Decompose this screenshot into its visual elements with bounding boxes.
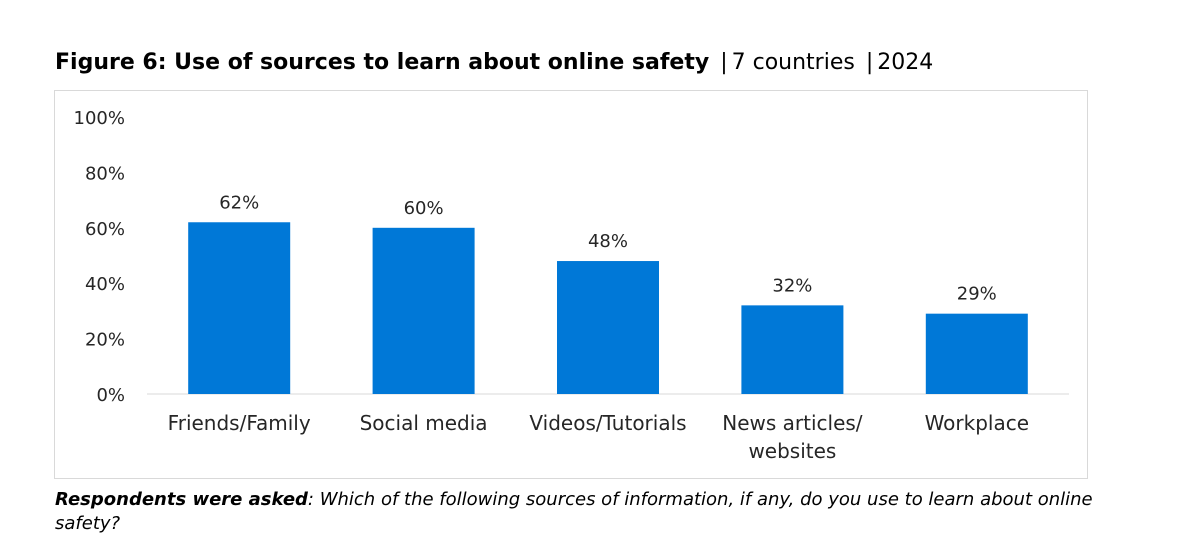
- bar: [925, 313, 1028, 394]
- y-tick-label: 80%: [85, 163, 125, 184]
- chart-container: 0% 20% 40% 60% 80% 100% 62% Friends/Family 60% So…: [54, 90, 1088, 479]
- x-tick-label: Videos/Tutorials: [529, 411, 686, 435]
- chart-title-year: 2024: [877, 50, 934, 75]
- y-tick-label: 100%: [74, 108, 125, 129]
- data-label: 29%: [957, 284, 997, 305]
- x-tick-label-line: Social media: [360, 411, 488, 435]
- data-label: 32%: [772, 275, 812, 296]
- chart-title-scope: 7 countries: [731, 50, 855, 75]
- x-tick-label: Social media: [360, 411, 488, 435]
- chart-footnote: Respondents were asked: Which of the fol…: [55, 488, 1135, 536]
- x-tick-label: Friends/Family: [168, 411, 311, 435]
- y-tick-label: 0%: [96, 385, 125, 406]
- y-tick-label: 20%: [85, 330, 125, 351]
- footnote-question: : Which of the following sources of info…: [55, 489, 1093, 534]
- x-tick-label: News articles/websites: [722, 411, 863, 463]
- chart-title-main: Figure 6: Use of sources to learn about …: [55, 50, 710, 75]
- x-tick-label: Workplace: [925, 411, 1029, 435]
- y-tick-label: 40%: [85, 274, 125, 295]
- bar: [372, 227, 475, 394]
- bar-chart: 0% 20% 40% 60% 80% 100% 62% Friends/Family 60% So…: [74, 108, 1069, 463]
- title-separator: |: [720, 50, 728, 75]
- chart-title: Figure 6: Use of sources to learn about …: [55, 48, 933, 78]
- data-label: 48%: [588, 231, 628, 252]
- x-tick-label-line: Friends/Family: [168, 411, 311, 435]
- y-tick-label: 60%: [85, 219, 125, 240]
- title-separator: |: [865, 50, 874, 75]
- x-tick-label-line: Workplace: [925, 411, 1029, 435]
- x-tick-label-line: Videos/Tutorials: [529, 411, 686, 435]
- bar: [741, 305, 844, 394]
- footnote-lead: Respondents were asked: [55, 489, 308, 510]
- x-tick-label-line: News articles/: [722, 411, 863, 435]
- data-label: 60%: [404, 198, 444, 219]
- x-tick-label-line: websites: [748, 439, 836, 463]
- data-label: 62%: [219, 192, 259, 213]
- bar: [188, 222, 291, 394]
- bar: [557, 261, 659, 394]
